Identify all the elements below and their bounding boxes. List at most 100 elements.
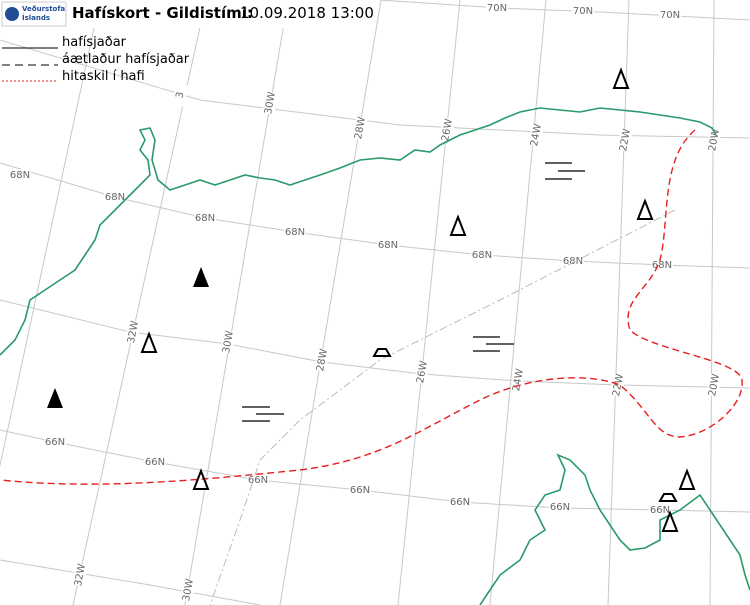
grid-label: 66N [45, 437, 65, 448]
grid-label: 66N [550, 502, 570, 513]
grid-label: 30W [263, 91, 278, 115]
grid-label: 66N [145, 457, 165, 468]
label-bg [262, 91, 278, 115]
grid-label: 24W [529, 123, 544, 147]
label-bg [471, 249, 493, 261]
label-bg [377, 239, 399, 251]
grid-label: 3 [175, 91, 187, 99]
label-bg [172, 83, 188, 107]
logo-text: Veðurstofa [22, 5, 65, 13]
label-bg [9, 169, 31, 181]
label-bg [180, 578, 196, 602]
symbols [47, 67, 696, 532]
label-bg [247, 474, 269, 486]
grid-label: 24W [511, 368, 526, 392]
grid-label: 66N [450, 497, 470, 508]
label-bg [125, 320, 141, 344]
lat-line [0, 162, 750, 269]
label-bg [549, 501, 571, 513]
grid-label: 68N [378, 240, 398, 251]
datetime: 10.09.2018 13:00 [240, 4, 374, 22]
grid-label: 28W [353, 116, 368, 140]
open-triangle [678, 468, 696, 490]
legend-label: áætlaður hafísjaðar [62, 52, 190, 67]
lon-line [397, 0, 461, 605]
grid-label: 68N [10, 170, 30, 181]
grid-label: 30W [181, 578, 196, 602]
label-bg [314, 348, 330, 372]
estimated-line [209, 209, 676, 605]
label-bg [220, 330, 236, 354]
open-triangle [192, 468, 210, 490]
label-bg [706, 373, 722, 397]
grid-label: 70N [660, 10, 680, 21]
label-bg [414, 360, 430, 384]
label-bg [572, 5, 594, 17]
label-bg [349, 484, 371, 496]
label-bg [352, 116, 368, 140]
grid-label: 66N [650, 505, 670, 516]
label-bg [284, 226, 306, 238]
title: Hafískort - Gildistími: [72, 4, 253, 22]
grid-label: 68N [105, 192, 125, 203]
grid-label: 68N [652, 260, 672, 271]
lat-line [0, 299, 750, 389]
lat-line [379, 0, 750, 21]
grid-label: 32W [126, 320, 141, 344]
legend-label: hitaskil í hafi [62, 69, 145, 84]
grid-label: 26W [415, 360, 430, 384]
grid-label: 22W [611, 373, 626, 397]
filled-triangle [193, 267, 209, 287]
label-bg [486, 2, 508, 14]
grid-label: 30W [221, 330, 236, 354]
grid-label: 26W [440, 118, 455, 142]
grid-label: 70N [487, 3, 507, 14]
grid-label: 70N [573, 6, 593, 17]
lon-line [279, 0, 382, 605]
grid-label: 68N [195, 213, 215, 224]
lon-line [489, 0, 547, 605]
label-bg [617, 128, 633, 152]
grid-labels: 70N 70N 70N 68N 68N 68N 68N 68N 68N 68N 68N 66N 66N 6… [9, 2, 722, 602]
ice-symbol [372, 348, 392, 357]
ice-lines [242, 162, 585, 422]
filled-triangle [47, 388, 63, 408]
open-triangle [449, 214, 467, 236]
grid-label: 32W [73, 563, 88, 587]
logo-mark [5, 7, 19, 21]
open-triangle [612, 67, 630, 89]
label-bg [528, 123, 544, 147]
label-bg [562, 255, 584, 267]
lon-line [184, 0, 289, 605]
ice-symbol [658, 493, 678, 502]
grid-label: 28W [315, 348, 330, 372]
label-bg [649, 504, 671, 516]
grid-label: 20W [707, 128, 722, 152]
label-bg [144, 456, 166, 468]
open-triangle [636, 198, 654, 220]
logo-text: Íslands [22, 13, 50, 22]
lon-line [0, 0, 101, 468]
label-bg [449, 496, 471, 508]
lat-line [0, 39, 750, 139]
grid-label: 68N [563, 256, 583, 267]
grid-label: 20W [707, 373, 722, 397]
open-triangle [140, 331, 158, 353]
iceland-coast [479, 453, 750, 605]
open-triangle [661, 510, 679, 532]
greenland-coast [0, 107, 717, 356]
grid-label: 68N [285, 227, 305, 238]
grid-label: 66N [350, 485, 370, 496]
label-bg [706, 128, 722, 152]
grid-label: 22W [618, 128, 633, 152]
grid-label: 66N [248, 475, 268, 486]
lon-line [607, 0, 630, 605]
label-bg [659, 9, 681, 21]
thermal-front [0, 129, 743, 485]
lon-line [709, 0, 715, 605]
label-bg [44, 436, 66, 448]
grid-label: 68N [472, 250, 492, 261]
label-bg [194, 212, 216, 224]
lat-line [0, 559, 261, 605]
